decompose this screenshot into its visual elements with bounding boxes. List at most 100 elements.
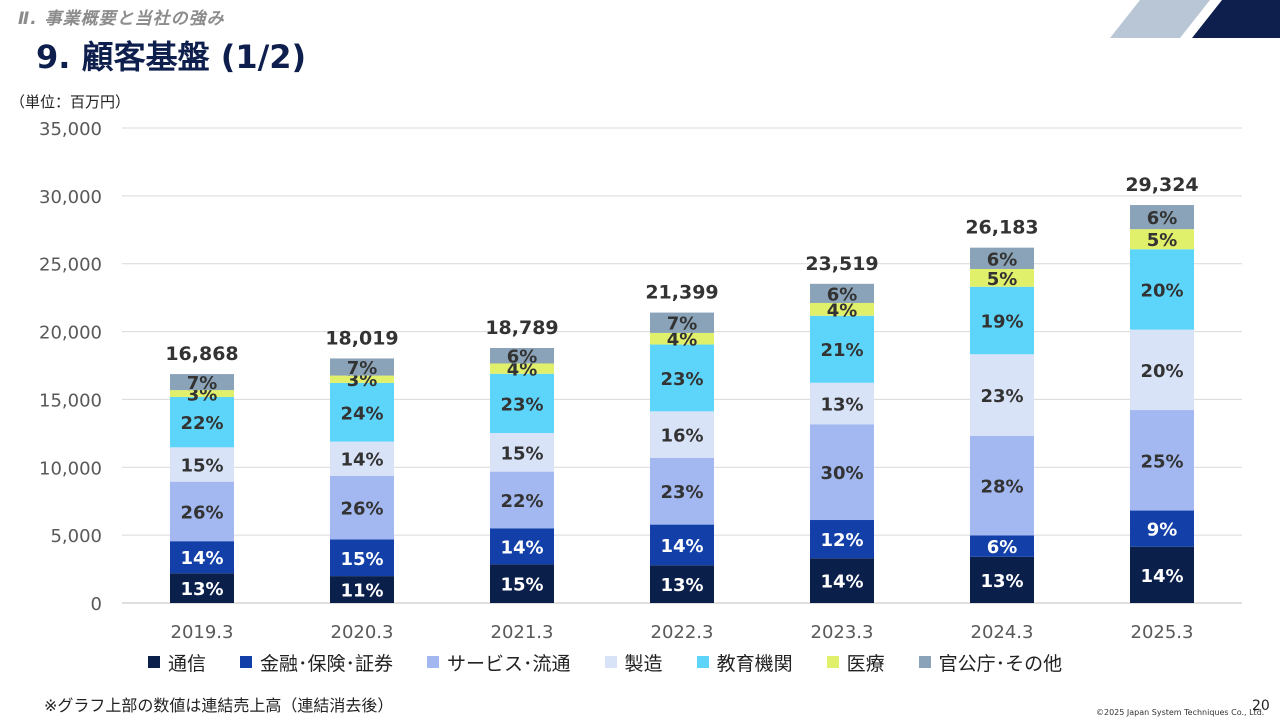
legend-swatch <box>604 656 617 668</box>
bar-segment <box>810 558 874 603</box>
x-tick-label: 2024.3 <box>971 622 1034 643</box>
x-tick-label: 2025.3 <box>1131 622 1194 643</box>
data-label: 14% <box>500 537 543 558</box>
bar-segment <box>170 374 234 391</box>
total-label: 21,399 <box>645 282 718 304</box>
total-label: 26,183 <box>965 217 1038 239</box>
x-tick-label: 2021.3 <box>491 622 554 643</box>
bar-segment <box>490 528 554 565</box>
data-label: 15% <box>180 456 223 477</box>
data-label: 20% <box>1140 361 1183 382</box>
data-label: 13% <box>180 579 223 600</box>
data-label: 15% <box>340 549 383 570</box>
legend-swatch <box>826 656 839 668</box>
x-tick-label: 2020.3 <box>331 622 394 643</box>
bar-segment <box>650 344 714 412</box>
bar-segment <box>490 471 554 529</box>
bar-segment <box>330 441 394 476</box>
y-tick-label: 5,000 <box>50 526 102 547</box>
legend-swatch <box>148 656 160 668</box>
legend-item: 通信 <box>148 649 206 676</box>
data-label: 26% <box>340 499 383 520</box>
bar-segment <box>170 390 234 397</box>
data-label: 13% <box>660 575 703 596</box>
bar-segment <box>970 435 1034 536</box>
deco-dark-stripe <box>1192 0 1280 38</box>
bar-segment <box>1130 510 1194 547</box>
bar-segment <box>330 382 394 442</box>
data-label: 19% <box>980 312 1023 333</box>
bar-segment <box>810 302 874 316</box>
bar-segment <box>170 396 234 448</box>
data-label: 14% <box>340 450 383 471</box>
data-label: 7% <box>667 314 698 335</box>
data-label: 6% <box>987 249 1018 270</box>
legend-item: サービス･流通 <box>427 649 571 676</box>
bar-segment <box>1130 329 1194 411</box>
bar-segment <box>650 457 714 525</box>
legend-item: 製造 <box>604 649 663 676</box>
total-label: 29,324 <box>1125 174 1198 196</box>
legend-label: 通信 <box>168 652 207 675</box>
data-label: 11% <box>340 581 383 602</box>
data-label: 14% <box>1140 566 1183 587</box>
data-label: 13% <box>980 571 1023 592</box>
legend-item: 教育機関 <box>696 649 793 676</box>
legend-swatch <box>918 656 931 668</box>
stacked-bar-chart: 0 5,000 10,000 15,000 20,000 25,000 30,000 35,0… <box>39 119 1242 643</box>
bar-segment <box>330 375 394 383</box>
legend-label: 製造 <box>624 652 663 675</box>
deco-light-stripe <box>1110 0 1210 38</box>
data-label: 30% <box>820 463 863 484</box>
legend-label: 医療 <box>846 652 885 675</box>
data-label: 23% <box>500 394 543 415</box>
legend-swatch <box>240 656 253 668</box>
bar-segment <box>650 332 714 345</box>
bar-segment <box>650 411 714 458</box>
bar-segment <box>650 565 714 603</box>
data-label: 26% <box>180 502 223 523</box>
bar-segment <box>1130 410 1194 511</box>
bar-segment <box>490 373 554 434</box>
total-label: 18,789 <box>485 317 558 339</box>
bar-segment <box>330 358 394 376</box>
bar-segment <box>810 424 874 521</box>
data-label: 23% <box>980 386 1023 407</box>
data-label: 7% <box>187 373 218 394</box>
y-tick-label: 20,000 <box>39 323 102 344</box>
data-label: 14% <box>820 572 863 593</box>
footnote: ※グラフ上部の数値は連結売上高（連結消去後） <box>44 696 394 715</box>
page-number: 20 <box>1252 698 1270 714</box>
y-tick-label: 25,000 <box>39 255 102 276</box>
data-label: 4% <box>507 360 538 381</box>
bar-segment <box>650 312 714 333</box>
bar-segment <box>1130 205 1194 230</box>
bar-segment <box>970 286 1034 355</box>
data-label: 9% <box>1147 520 1178 541</box>
data-label: 22% <box>500 491 543 512</box>
data-label: 13% <box>820 395 863 416</box>
data-label: 16% <box>660 426 703 447</box>
header-decoration <box>1110 0 1280 38</box>
data-label: 15% <box>500 575 543 596</box>
bar-segment <box>330 576 394 603</box>
total-label: 23,519 <box>805 253 878 275</box>
data-label: 25% <box>1140 451 1183 472</box>
bar-segment <box>810 315 874 383</box>
bar-segment <box>490 363 554 374</box>
legend-label: サービス･流通 <box>447 652 571 675</box>
x-tick-label: 2023.3 <box>811 622 874 643</box>
total-label: 16,868 <box>165 343 238 365</box>
copyright: ©2025 Japan System Techniques Co., Ltd. <box>1096 708 1265 717</box>
data-label: 14% <box>180 548 223 569</box>
bar-segment <box>810 283 874 303</box>
data-label: 4% <box>827 300 858 321</box>
bar-segment <box>170 481 234 542</box>
bar-segment <box>170 541 234 574</box>
bar-segment <box>330 539 394 577</box>
bar-segment <box>810 382 874 425</box>
bar-segment <box>490 564 554 603</box>
y-tick-label: 10,000 <box>39 458 102 479</box>
data-label: 12% <box>820 530 863 551</box>
x-tick-label: 2019.3 <box>171 622 234 643</box>
